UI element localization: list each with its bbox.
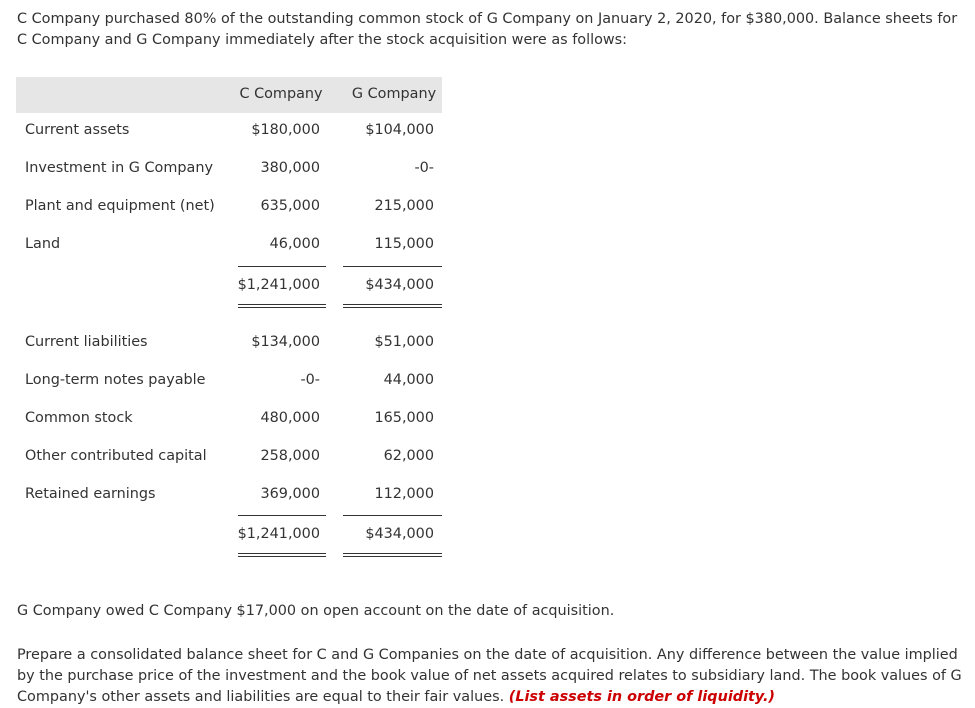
g-value: -0- bbox=[414, 160, 434, 176]
instructions-text: Prepare a consolidated balance sheet for… bbox=[17, 647, 962, 705]
row-label: Current liabilities bbox=[25, 334, 148, 350]
total-row: $1,241,000 $434,000 bbox=[16, 518, 442, 556]
g-value: 115,000 bbox=[374, 236, 434, 252]
subtotal-rule bbox=[343, 266, 442, 267]
c-value: 258,000 bbox=[260, 448, 320, 464]
g-value: $104,000 bbox=[365, 122, 434, 138]
total-double-rule bbox=[343, 553, 442, 557]
row-label: Land bbox=[25, 236, 61, 252]
g-value: 44,000 bbox=[383, 372, 434, 388]
c-value: 480,000 bbox=[260, 410, 320, 426]
row-label: Investment in G Company bbox=[25, 160, 213, 176]
table-row: Other contributed capital 258,000 62,000 bbox=[16, 440, 442, 478]
g-value: 215,000 bbox=[374, 198, 434, 214]
table-header: C Company G Company bbox=[16, 77, 442, 113]
row-label: Plant and equipment (net) bbox=[25, 198, 215, 214]
table-row: Plant and equipment (net) 635,000 215,00… bbox=[16, 190, 442, 228]
g-total-liabilities: $434,000 bbox=[365, 526, 434, 542]
g-total-assets: $434,000 bbox=[365, 277, 434, 293]
table-row: Current liabilities $134,000 $51,000 bbox=[16, 326, 442, 364]
total-double-rule bbox=[238, 304, 326, 308]
table-row: Retained earnings 369,000 112,000 bbox=[16, 478, 442, 516]
subtotal-rule bbox=[238, 515, 326, 516]
intercompany-note: G Company owed C Company $17,000 on open… bbox=[17, 603, 615, 619]
row-label: Other contributed capital bbox=[25, 448, 207, 464]
instructions: Prepare a consolidated balance sheet for… bbox=[17, 645, 962, 708]
g-value: 62,000 bbox=[383, 448, 434, 464]
g-value: 165,000 bbox=[374, 410, 434, 426]
c-value: 369,000 bbox=[260, 486, 320, 502]
row-label: Long-term notes payable bbox=[25, 372, 206, 388]
problem-intro: C Company purchased 80% of the outstandi… bbox=[17, 11, 958, 48]
g-value: $51,000 bbox=[374, 334, 434, 350]
table-row: Land 46,000 115,000 bbox=[16, 228, 442, 266]
c-value: $180,000 bbox=[251, 122, 320, 138]
table-row: Common stock 480,000 165,000 bbox=[16, 402, 442, 440]
table-row: Investment in G Company 380,000 -0- bbox=[16, 152, 442, 190]
header-g-company: G Company bbox=[351, 86, 437, 102]
c-value: -0- bbox=[300, 372, 320, 388]
instructions-emphasis: (List assets in order of liquidity.) bbox=[508, 689, 775, 705]
total-double-rule bbox=[343, 304, 442, 308]
c-value: 380,000 bbox=[260, 160, 320, 176]
c-value: $134,000 bbox=[251, 334, 320, 350]
c-total-liabilities: $1,241,000 bbox=[237, 526, 320, 542]
total-row: $1,241,000 $434,000 bbox=[16, 269, 442, 307]
table-row: Current assets $180,000 $104,000 bbox=[16, 114, 442, 152]
c-total-assets: $1,241,000 bbox=[237, 277, 320, 293]
row-label: Retained earnings bbox=[25, 486, 156, 502]
c-value: 46,000 bbox=[269, 236, 320, 252]
total-double-rule bbox=[238, 553, 326, 557]
row-label: Current assets bbox=[25, 122, 130, 138]
c-value: 635,000 bbox=[260, 198, 320, 214]
subtotal-rule bbox=[238, 266, 326, 267]
table-row: Long-term notes payable -0- 44,000 bbox=[16, 364, 442, 402]
g-value: 112,000 bbox=[374, 486, 434, 502]
row-label: Common stock bbox=[25, 410, 133, 426]
header-c-company: C Company bbox=[239, 86, 323, 102]
subtotal-rule bbox=[343, 515, 442, 516]
